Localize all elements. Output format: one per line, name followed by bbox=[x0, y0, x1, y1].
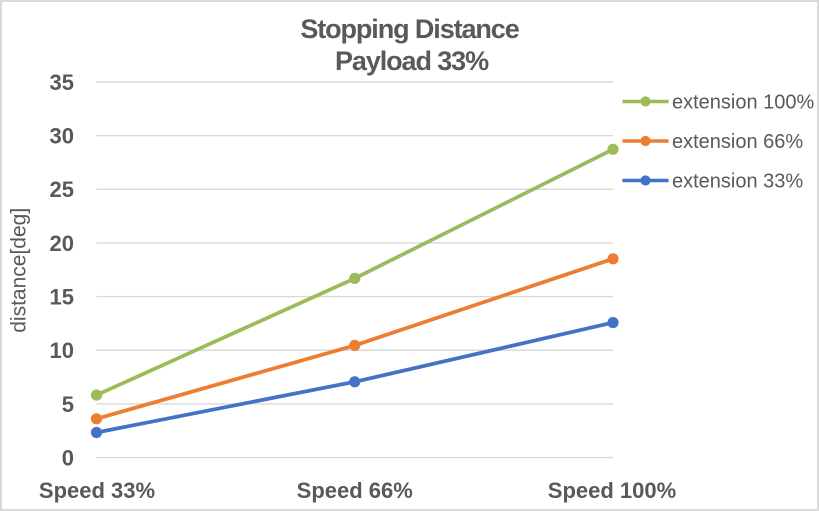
svg-text:extension 66%: extension 66% bbox=[672, 131, 803, 153]
svg-text:extension 100%: extension 100% bbox=[672, 92, 815, 114]
svg-text:35: 35 bbox=[50, 70, 74, 95]
svg-text:Speed 33%: Speed 33% bbox=[39, 478, 155, 503]
svg-text:Stopping Distance: Stopping Distance bbox=[300, 14, 519, 44]
svg-text:Speed 100%: Speed 100% bbox=[548, 478, 676, 503]
svg-text:extension 33%: extension 33% bbox=[672, 171, 803, 193]
svg-text:distance[deg]: distance[deg] bbox=[7, 208, 30, 333]
svg-text:Payload 33%: Payload 33% bbox=[335, 46, 489, 76]
svg-text:30: 30 bbox=[50, 124, 74, 149]
svg-text:15: 15 bbox=[50, 285, 74, 310]
svg-text:20: 20 bbox=[50, 231, 74, 256]
svg-text:0: 0 bbox=[62, 445, 74, 470]
svg-text:Speed 66%: Speed 66% bbox=[297, 478, 413, 503]
svg-text:10: 10 bbox=[50, 338, 74, 363]
svg-text:25: 25 bbox=[50, 177, 74, 202]
svg-text:5: 5 bbox=[62, 392, 74, 417]
